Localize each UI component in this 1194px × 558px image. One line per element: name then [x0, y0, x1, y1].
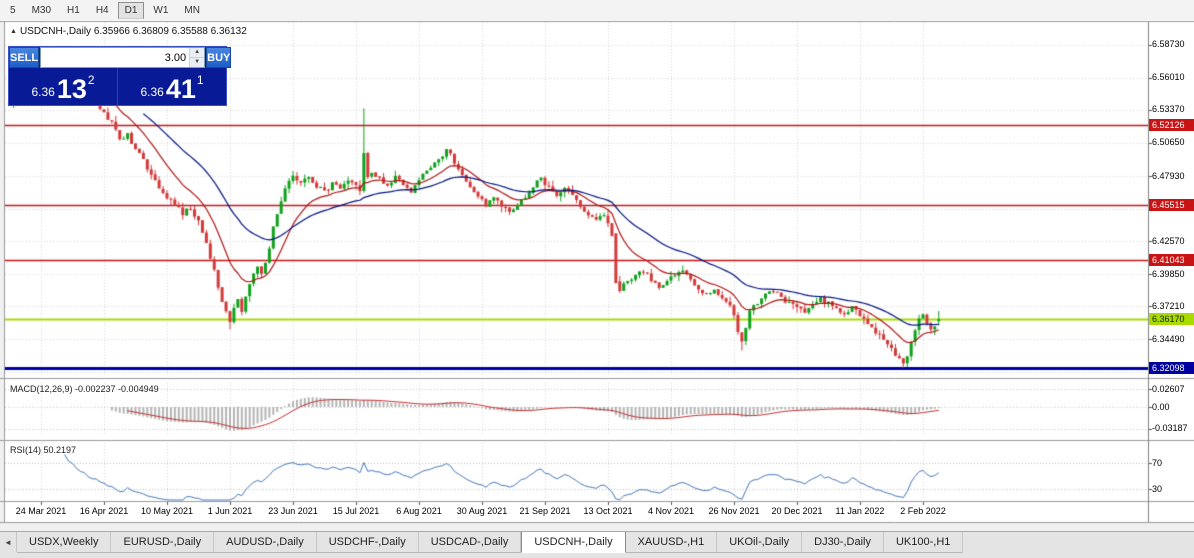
price-axis-label: 6.56010	[1152, 72, 1185, 83]
price-axis-label: 6.50650	[1152, 137, 1185, 148]
price-line-badge: 6.45515	[1149, 199, 1194, 212]
sell-price-big: 13	[56, 74, 87, 104]
date-axis-label: 16 Apr 2021	[79, 506, 129, 516]
rsi-indicator-label: RSI(14) 50.2197	[10, 445, 77, 455]
date-axis-label: 10 May 2021	[140, 506, 194, 516]
date-axis-label: 30 Aug 2021	[456, 506, 508, 516]
price-axis-label: 6.53370	[1152, 104, 1185, 115]
price-axis-label: 6.39850	[1152, 268, 1185, 279]
sell-price-sup: 2	[87, 73, 95, 87]
chart-tab-eurusd-daily[interactable]: EURUSD-,Daily	[111, 532, 215, 553]
timeframe-toolbar: 5 M30 H1 H4 D1 W1 MN	[0, 0, 1194, 21]
date-axis-label: 4 Nov 2021	[647, 506, 695, 516]
timeframe-button-m30[interactable]: M30	[24, 2, 59, 19]
price-line-badge: 6.41043	[1149, 253, 1194, 266]
date-axis-label: 11 Jan 2022	[835, 506, 885, 516]
chart-title-text: USDCNH-,Daily 6.35966 6.36809 6.35588 6.…	[19, 26, 247, 37]
chart-tab-uk100-h1[interactable]: UK100-,H1	[883, 532, 964, 553]
chart-tab-dj30-daily[interactable]: DJ30-,Daily	[802, 532, 884, 553]
buy-price-base: 6.36	[140, 85, 164, 99]
date-axis-label: 15 Jul 2021	[332, 506, 380, 516]
timeframe-button-h4[interactable]: H4	[88, 2, 116, 19]
timeframe-button-h1[interactable]: H1	[60, 2, 87, 19]
timeframe-button-5[interactable]: 5	[3, 2, 23, 19]
chart-tab-usdcad-daily[interactable]: USDCAD-,Daily	[418, 532, 522, 553]
buy-button[interactable]: BUY	[206, 47, 232, 68]
macd-axis-label: -0.03187	[1152, 423, 1188, 434]
date-axis-label: 26 Nov 2021	[708, 506, 760, 516]
price-axis-label: 6.42570	[1152, 235, 1185, 246]
price-line-badge: 6.36170	[1149, 312, 1194, 325]
chart-title: ▲ USDCNH-,Daily 6.35966 6.36809 6.35588 6…	[10, 26, 247, 37]
buy-price-display[interactable]: 6.36 41 1	[118, 68, 226, 105]
macd-axis-label: 0.02607	[1152, 383, 1185, 394]
timeframe-button-d1[interactable]: D1	[117, 2, 145, 19]
price-axis-label: 6.58730	[1152, 39, 1185, 50]
one-click-trading-panel: SELL ▲ ▼ BUY 6.36 13 2 6.36 41 1	[8, 46, 232, 106]
sell-price-base: 6.36	[31, 85, 55, 99]
rsi-axis-label: 30	[1152, 483, 1163, 494]
price-line-badge: 6.32098	[1149, 362, 1194, 375]
quote-divider	[117, 68, 118, 105]
chart-tab-xauusd-h1[interactable]: XAUUSD-,H1	[625, 532, 718, 553]
tab-scroll-left-button[interactable]: ◄	[0, 532, 17, 552]
chart-tab-usdchf-daily[interactable]: USDCHF-,Daily	[316, 532, 419, 553]
price-axis-label: 6.47930	[1152, 170, 1185, 181]
chart-tab-audusd-daily[interactable]: AUDUSD-,Daily	[214, 532, 317, 553]
rsi-axis-label: 70	[1152, 457, 1163, 468]
price-line-badge: 6.52126	[1149, 119, 1194, 132]
date-axis-label: 23 Jun 2021	[268, 506, 318, 516]
buy-price-big: 41	[165, 74, 196, 104]
buy-price-sup: 1	[196, 73, 204, 87]
volume-decrease-button[interactable]: ▼	[190, 58, 205, 67]
date-axis-label: 20 Dec 2021	[771, 506, 823, 516]
volume-spinbox: ▲ ▼	[40, 47, 206, 68]
chart-tab-usdcnh-daily[interactable]: USDCNH-,Daily	[521, 532, 626, 553]
chart-shift-icon: ▲	[10, 28, 17, 35]
volume-spin-arrows: ▲ ▼	[189, 48, 205, 67]
macd-indicator-label: MACD(12,26,9) -0.002237 -0.004949	[10, 384, 159, 394]
price-axis-label: 6.34490	[1152, 333, 1185, 344]
date-axis-label: 1 Jun 2021	[207, 506, 253, 516]
date-axis-label: 24 Mar 2021	[15, 506, 67, 516]
chart-tab-bar: ◄ USDX,Weekly EURUSD-,Daily AUDUSD-,Daily US…	[0, 531, 1194, 558]
trade-panel-controls-row: SELL ▲ ▼ BUY	[9, 47, 232, 68]
date-axis-label: 13 Oct 2021	[583, 506, 633, 516]
price-axis-label: 6.37210	[1152, 300, 1185, 311]
date-axis-label: 6 Aug 2021	[396, 506, 442, 516]
date-axis-label: 21 Sep 2021	[519, 506, 571, 516]
volume-input[interactable]	[41, 48, 190, 67]
timeframe-button-w1[interactable]: W1	[146, 2, 176, 19]
volume-increase-button[interactable]: ▲	[190, 48, 205, 58]
macd-axis-label: 0.00	[1152, 401, 1170, 412]
sell-price-display[interactable]: 6.36 13 2	[9, 68, 117, 105]
sell-button[interactable]: SELL	[9, 47, 40, 68]
chart-tab-usdx-weekly[interactable]: USDX,Weekly	[17, 532, 112, 553]
chart-tab-ukoil-daily[interactable]: UKOil-,Daily	[717, 532, 803, 553]
date-axis-label: 2 Feb 2022	[900, 506, 946, 516]
trade-panel-quote-row: 6.36 13 2 6.36 41 1	[9, 68, 226, 105]
timeframe-button-mn[interactable]: MN	[177, 2, 207, 19]
